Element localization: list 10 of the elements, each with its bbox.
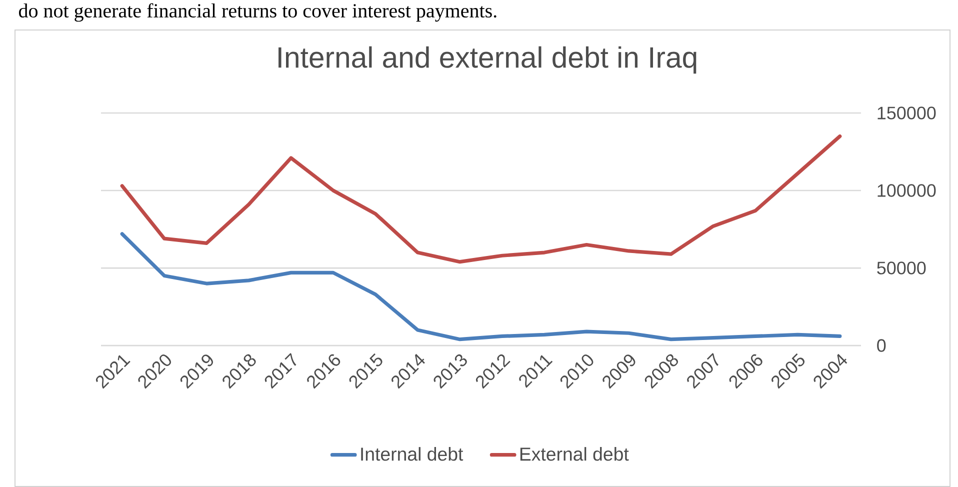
y-tick-label: 50000 [877, 262, 926, 274]
legend-label: External debt [520, 447, 629, 461]
y-tick-label: 100000 [878, 184, 936, 197]
y-tick-label: 150000 [878, 106, 936, 120]
line-series [120, 232, 842, 342]
chart-title: Internal and external debt in Iraq [278, 46, 696, 74]
y-tick-label: 0 [877, 339, 886, 352]
text: do not generate financial returns to cover interest payments. [19, 3, 496, 22]
line-series [120, 134, 842, 264]
legend-label: Internal debt [361, 447, 464, 461]
